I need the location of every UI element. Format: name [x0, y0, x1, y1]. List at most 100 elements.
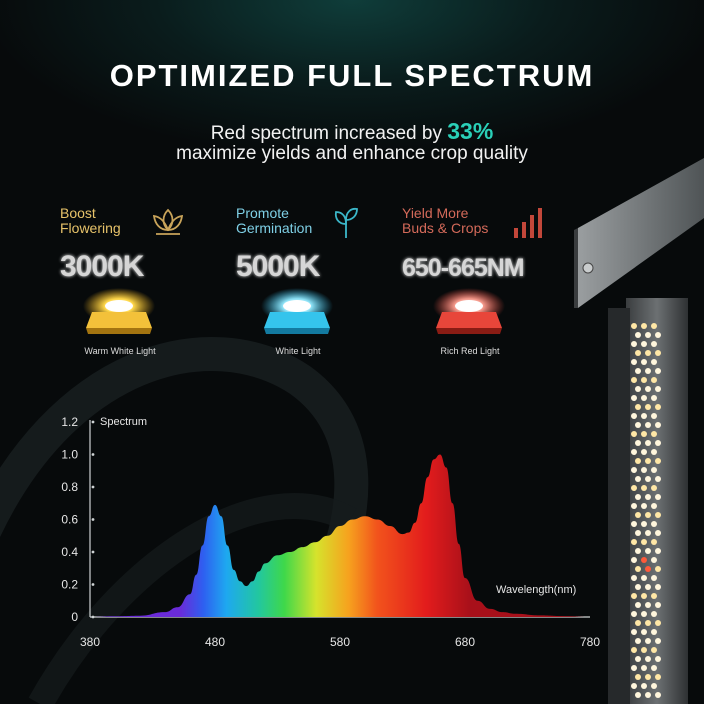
led-dot	[645, 620, 651, 626]
led-dot	[635, 584, 641, 590]
feature-caption: Rich Red Light	[440, 346, 500, 356]
led-dot	[655, 548, 661, 554]
led-dot	[631, 503, 637, 509]
led-dot	[635, 422, 641, 428]
led-dot	[635, 638, 641, 644]
led-dot	[635, 620, 641, 626]
feature-value: 3000K	[60, 250, 144, 283]
led-dot	[631, 395, 637, 401]
led-dot	[645, 638, 651, 644]
led-dot	[655, 386, 661, 392]
feature-label-line2: Flowering	[60, 220, 121, 236]
y-tick-label: 0	[71, 610, 78, 624]
led-dot	[651, 629, 657, 635]
led-dot	[651, 413, 657, 419]
led-dot	[655, 332, 661, 338]
led-dot	[651, 485, 657, 491]
y-tick-label: 1.2	[61, 415, 78, 429]
led-dot	[635, 692, 641, 698]
led-dot	[641, 395, 647, 401]
led-dot	[635, 404, 641, 410]
led-dot	[641, 629, 647, 635]
sprout-icon	[334, 207, 358, 238]
led-dot	[631, 665, 637, 671]
flower-icon	[152, 208, 184, 235]
led-dot	[641, 431, 647, 437]
led-dot	[631, 629, 637, 635]
led-dot	[641, 467, 647, 473]
led-dot	[651, 341, 657, 347]
led-dot	[655, 530, 661, 536]
led-dot	[645, 656, 651, 662]
feature-value: 5000K	[236, 250, 320, 283]
led-dot	[645, 602, 651, 608]
grow-light-fixture	[574, 158, 704, 704]
led-dot	[645, 548, 651, 554]
x-axis-label: Wavelength(nm)	[496, 584, 576, 596]
led-dot	[645, 512, 651, 518]
feature-value: 650-665NM	[402, 254, 525, 282]
led-dot	[631, 683, 637, 689]
led-dot	[641, 539, 647, 545]
x-tick-label: 380	[80, 635, 100, 649]
led-dot	[635, 656, 641, 662]
led-dot	[655, 476, 661, 482]
y-tick-label: 0.4	[61, 545, 78, 559]
led-dot	[651, 593, 657, 599]
feature-caption: White Light	[275, 346, 321, 356]
led-dot	[635, 368, 641, 374]
feature-rich-red: Yield More Buds & Crops 650-665NM Rich R…	[402, 205, 572, 356]
led-dot	[631, 647, 637, 653]
led-dot	[651, 467, 657, 473]
led-dot	[641, 557, 647, 563]
led-dot	[651, 449, 657, 455]
led-dot	[655, 350, 661, 356]
led-dot	[651, 323, 657, 329]
led-dot	[631, 539, 637, 545]
led-dot	[651, 395, 657, 401]
led-dot	[641, 683, 647, 689]
led-dot	[645, 566, 651, 572]
led-dot	[645, 368, 651, 374]
led-dot	[631, 323, 637, 329]
led-dot	[631, 377, 637, 383]
led-dot	[631, 413, 637, 419]
led-dot	[631, 467, 637, 473]
led-dot	[651, 431, 657, 437]
chart-axes: 0 0.2 0.4 0.6 0.8 1.0 1.2 380 480 580 680 780	[61, 415, 600, 649]
y-tick-mark	[91, 485, 95, 489]
y-tick-mark	[91, 550, 95, 554]
white-led-chip	[261, 288, 333, 334]
led-dot	[631, 341, 637, 347]
led-dot	[641, 323, 647, 329]
led-dot	[645, 386, 651, 392]
feature-label-line1: Yield More	[402, 205, 469, 221]
y-axis-label: Spectrum	[100, 416, 147, 428]
warm-led-chip	[83, 288, 155, 334]
led-dot	[631, 611, 637, 617]
subtitle-line-1: Red spectrum increased by 33%	[0, 118, 704, 145]
led-dot	[631, 593, 637, 599]
led-dot	[645, 476, 651, 482]
feature-label-line1: Promote	[236, 205, 289, 221]
led-dot	[651, 683, 657, 689]
y-tick-mark	[91, 518, 95, 521]
led-dot	[641, 449, 647, 455]
bars-icon	[514, 208, 542, 238]
led-dot	[645, 332, 651, 338]
led-dot	[641, 647, 647, 653]
led-dot	[635, 476, 641, 482]
feature-warm-white: Boost Flowering 3000K Warm White Light	[60, 206, 230, 356]
led-dot	[655, 404, 661, 410]
feature-white: Promote Germination 5000K White Light	[236, 205, 406, 356]
led-dot	[631, 449, 637, 455]
page-title: OPTIMIZED FULL SPECTRUM	[109, 58, 595, 93]
led-dot	[631, 431, 637, 437]
led-dot	[655, 422, 661, 428]
y-tick-mark	[91, 453, 95, 456]
led-dot	[635, 512, 641, 518]
led-dot	[645, 530, 651, 536]
led-dot	[655, 512, 661, 518]
led-dot	[655, 620, 661, 626]
